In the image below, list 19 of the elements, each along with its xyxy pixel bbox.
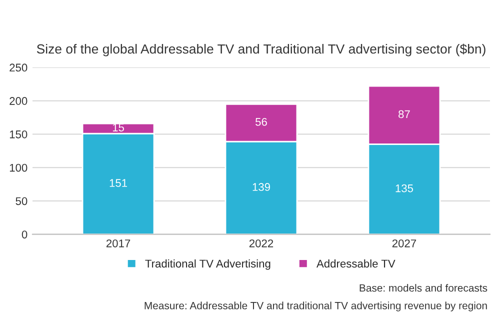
text: Base: models and forecasts [360,284,488,292]
data-label: 87 [398,110,410,118]
chart-title: Size of the global Addressable TV and Traditional TV advertising sector ($bn) [36,44,486,56]
legend-label: Traditional TV Advertising [145,259,270,270]
data-label: 135 [396,184,414,192]
data-label: 56 [256,118,267,126]
y-tick-label: 50 [16,197,28,206]
y-tick-label: 0 [22,230,28,238]
text: Measure: Addressable TV and traditional TV advertising revenue by region [144,302,487,312]
x-tick-label: 2022 [249,239,274,248]
x-tick-label: 2027 [392,239,416,248]
x-tick-label: 2017 [106,239,130,248]
y-tick-label: 150 [10,130,28,138]
data-label: 151 [110,179,128,187]
data-label: 139 [252,183,270,191]
y-tick-label: 250 [10,64,28,72]
y-tick-label: 200 [10,97,28,105]
legend-label: Addressable TV [316,259,396,268]
y-tick-label: 100 [10,164,28,172]
